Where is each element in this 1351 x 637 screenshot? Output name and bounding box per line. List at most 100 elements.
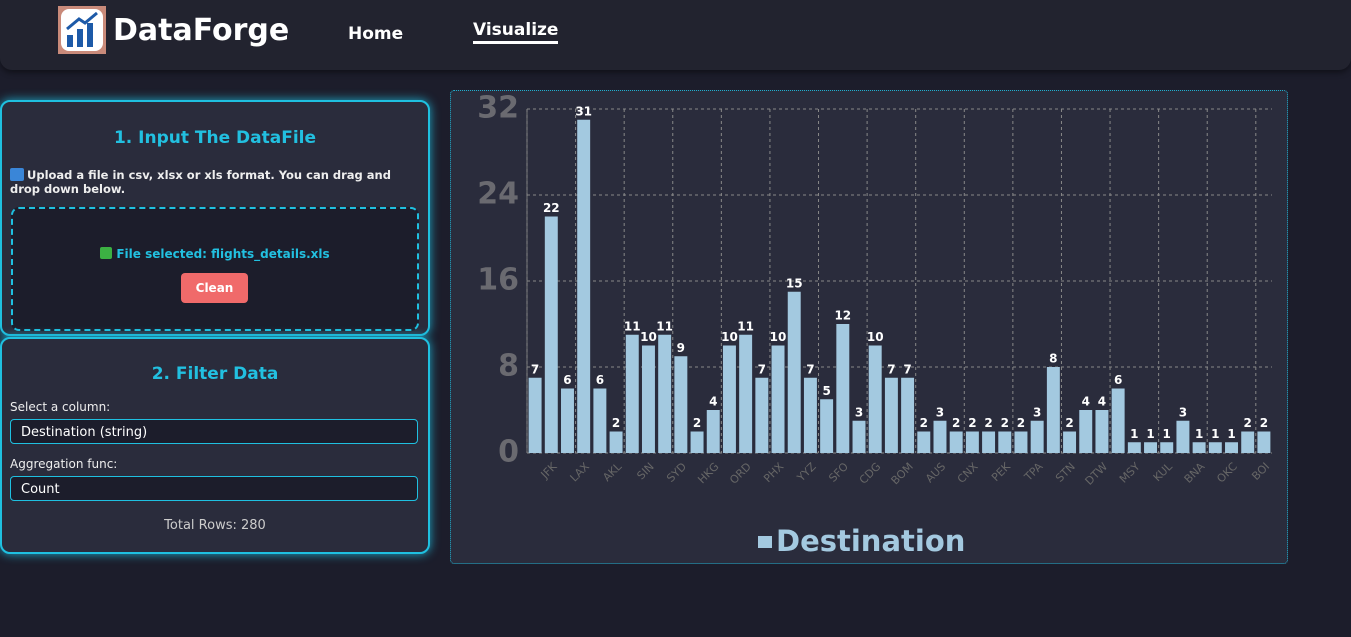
chart: 0816243272263162111011924101171015751231… [477,91,1272,559]
value-label: 2 [920,416,928,430]
x-tick-label: CNX [955,460,981,486]
column-select[interactable]: Destination (string) [10,419,418,444]
bar [982,431,996,453]
bar [1095,410,1109,453]
x-tick-label: LAX [568,460,593,485]
x-tick-label: MSY [1117,460,1143,486]
x-tick-label: BOM [889,460,916,487]
bar [1111,388,1125,453]
x-tick-label: SYD [664,460,689,485]
bar [868,345,882,453]
bar [884,377,898,453]
chart-panel: 0 8 16 24 32 7 22 6 31 6 2 11 10 11 9 2 4 10 11 7 10 15 7 5 12 3 1… [450,90,1288,564]
x-tick-label: JFK [538,460,560,482]
y-tick-label: 16 [477,263,519,298]
value-label: 9 [677,341,685,355]
value-label: 2 [1001,416,1009,430]
bar [917,431,931,453]
bar [755,377,769,453]
y-tick-label: 8 [498,349,519,384]
bar [625,334,639,453]
input-panel: 1. Input The DataFile Upload a file in c… [0,100,430,336]
bar [1127,442,1141,453]
value-label: 4 [709,395,717,409]
value-label: 12 [834,309,851,323]
value-label: 2 [1244,416,1252,430]
bar [609,431,623,453]
check-icon [100,247,113,259]
file-status-text: File selected: flights_details.xls [116,247,330,261]
value-label: 6 [1114,373,1122,387]
value-label: 7 [903,362,911,376]
value-label: 6 [563,373,571,387]
bar [544,216,558,453]
bar [1208,442,1222,453]
bar [998,431,1012,453]
bar [739,334,753,453]
x-tick-label: YYZ [794,460,819,485]
filter-panel: 2. Filter Data Select a column: Destinat… [0,337,430,554]
value-label: 4 [1082,395,1090,409]
value-label: 2 [984,416,992,430]
bar [674,356,688,453]
y-tick-label: 0 [498,435,519,470]
value-label: 31 [575,104,592,118]
value-label: 2 [952,416,960,430]
value-label: 11 [656,319,673,333]
value-label: 10 [721,330,738,344]
logo [58,6,106,54]
nav-visualize[interactable]: Visualize [473,20,559,44]
bar [1079,410,1093,453]
legend-label: Destination [776,524,965,558]
agg-select[interactable]: Count [10,476,418,501]
value-label: 1 [1211,427,1219,441]
value-label: 3 [855,405,863,419]
total-rows: Total Rows: 280 [164,518,266,533]
value-label: 10 [770,330,787,344]
value-label: 7 [806,362,814,376]
bar [577,119,591,453]
x-tick-label: AUS [923,460,948,485]
value-label: 2 [693,416,701,430]
x-tick-label: TPA [1021,460,1046,485]
bar [641,345,655,453]
y-tick-label: 24 [477,177,519,212]
bar [949,431,963,453]
drop-zone[interactable]: File selected: flights_details.xls Clean [11,207,419,331]
column-label: Select a column: [10,400,111,414]
value-label: 10 [640,330,657,344]
bar [690,431,704,453]
bar [528,377,542,453]
nav-home[interactable]: Home [348,24,404,44]
x-tick-label: HKG [695,460,721,486]
value-label: 10 [867,330,884,344]
bar [1225,442,1238,453]
value-label: 1 [1227,427,1235,441]
bar [706,410,720,453]
value-label: 2 [1065,416,1073,430]
value-label: 1 [1146,427,1154,441]
clean-button[interactable]: Clean [181,273,248,303]
x-tick-label: STN [1053,460,1078,485]
x-tick-label: PEK [989,459,1013,483]
file-status: File selected: flights_details.xls [13,247,417,261]
value-label: 11 [624,319,641,333]
bar [1241,431,1255,453]
bar [1014,431,1028,453]
value-label: 1 [1163,427,1171,441]
bar [820,399,834,453]
x-tick-label: SFO [826,460,851,485]
bar [836,324,850,453]
bar [1176,420,1190,453]
x-tick-label: KUL [1151,459,1176,484]
bar [771,345,785,453]
value-label: 3 [1179,405,1187,419]
bar [561,388,574,453]
bar [1257,431,1271,453]
x-tick-label: OKC [1214,460,1240,486]
bar [1144,442,1158,453]
header: DataForge Home Visualize [0,0,1351,70]
bar [722,345,736,453]
x-tick-label: BNA [1182,460,1208,486]
